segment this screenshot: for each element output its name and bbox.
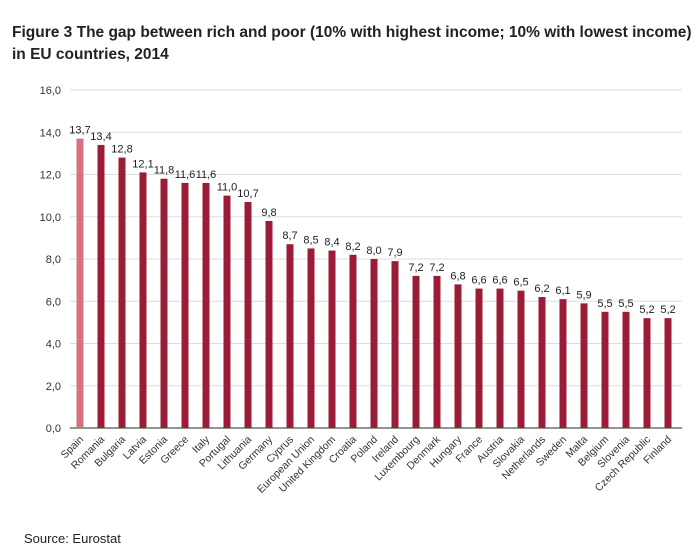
data-label: 11,0 (217, 182, 238, 194)
source-note: Source: Eurostat (24, 531, 121, 546)
data-label: 6,8 (450, 270, 465, 282)
bar (559, 299, 567, 428)
bar (307, 248, 315, 428)
bar (517, 290, 525, 428)
data-label: 8,5 (303, 234, 318, 246)
data-label: 13,7 (69, 125, 90, 137)
bar (475, 288, 483, 428)
data-label: 5,9 (576, 289, 591, 301)
data-label: 5,2 (639, 304, 654, 316)
bar (181, 182, 189, 428)
bar (370, 259, 378, 428)
bar (454, 284, 462, 428)
data-label: 13,4 (90, 131, 111, 143)
data-label: 8,2 (345, 241, 360, 253)
bar (643, 318, 651, 428)
bar (391, 261, 399, 428)
bar (433, 275, 441, 428)
data-label: 7,2 (408, 262, 423, 274)
data-label: 5,2 (660, 304, 675, 316)
bar (223, 195, 231, 428)
y-tick-label: 12,0 (40, 170, 61, 182)
chart-title: Figure 3 The gap between rich and poor (… (12, 24, 692, 63)
data-label: 11,6 (175, 169, 196, 181)
data-label: 8,4 (324, 237, 339, 249)
data-label: 6,6 (492, 275, 507, 287)
bar (244, 201, 252, 428)
bar (118, 157, 126, 428)
y-tick-label: 16,0 (40, 85, 61, 97)
bar (601, 311, 609, 428)
data-label: 5,5 (597, 298, 612, 310)
bar (580, 303, 588, 428)
bar (286, 244, 294, 428)
bar (538, 297, 546, 428)
data-label: 12,8 (111, 144, 132, 156)
bar (139, 172, 147, 428)
bar (349, 254, 357, 428)
data-label: 9,8 (261, 207, 276, 219)
data-label: 12,1 (132, 158, 153, 170)
bar (622, 311, 630, 428)
data-label: 7,2 (429, 262, 444, 274)
data-label: 11,6 (196, 169, 217, 181)
y-tick-label: 2,0 (46, 381, 61, 393)
bar (202, 182, 210, 428)
data-label: 6,6 (471, 275, 486, 287)
bar (160, 178, 168, 428)
y-tick-label: 4,0 (46, 339, 61, 351)
y-tick-label: 6,0 (46, 296, 61, 308)
bar (664, 318, 672, 428)
data-label: 6,2 (534, 283, 549, 295)
y-tick-label: 10,0 (40, 212, 61, 224)
y-tick-label: 0,0 (46, 423, 61, 435)
data-label: 8,0 (366, 245, 381, 257)
data-label: 7,9 (387, 247, 402, 259)
data-label: 10,7 (237, 188, 258, 200)
data-label: 8,7 (282, 230, 297, 242)
data-label: 6,1 (555, 285, 570, 297)
bar (496, 288, 504, 428)
bar (97, 144, 105, 429)
bar (328, 250, 336, 428)
bar (265, 220, 273, 428)
bar (76, 138, 84, 428)
bar (412, 275, 420, 428)
y-tick-label: 14,0 (40, 127, 61, 139)
data-label: 5,5 (618, 298, 633, 310)
y-tick-label: 8,0 (46, 254, 61, 266)
data-label: 11,8 (154, 165, 175, 177)
data-label: 6,5 (513, 277, 528, 289)
